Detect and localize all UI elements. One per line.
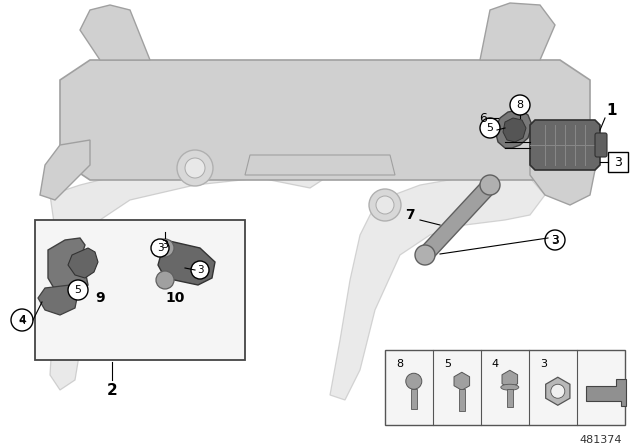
Polygon shape	[48, 238, 88, 298]
Circle shape	[545, 230, 565, 250]
Text: 3: 3	[157, 243, 163, 253]
Polygon shape	[530, 120, 600, 170]
Circle shape	[156, 239, 174, 257]
Polygon shape	[586, 379, 626, 406]
Text: 3: 3	[161, 240, 168, 250]
Text: 1: 1	[607, 103, 617, 117]
Bar	[35, 220, 245, 360]
Polygon shape	[68, 248, 98, 278]
Bar	[385, 350, 625, 425]
Bar	[507, 389, 513, 407]
Text: 3: 3	[540, 359, 547, 369]
Polygon shape	[245, 155, 395, 175]
Circle shape	[480, 118, 500, 138]
Text: 3: 3	[196, 265, 204, 275]
Circle shape	[551, 384, 564, 398]
Polygon shape	[330, 175, 545, 400]
Polygon shape	[495, 110, 532, 148]
Circle shape	[68, 280, 88, 300]
Polygon shape	[480, 3, 555, 60]
Text: 4: 4	[492, 359, 499, 369]
Polygon shape	[50, 158, 330, 390]
Circle shape	[376, 196, 394, 214]
Text: 3: 3	[551, 233, 559, 246]
Circle shape	[177, 150, 213, 186]
Text: 4: 4	[19, 315, 26, 325]
Polygon shape	[80, 5, 150, 60]
Circle shape	[480, 175, 500, 195]
Text: 5: 5	[486, 123, 493, 133]
FancyBboxPatch shape	[595, 133, 607, 157]
Ellipse shape	[501, 384, 519, 390]
Circle shape	[11, 309, 33, 331]
Text: 3: 3	[614, 155, 622, 168]
Text: 10: 10	[165, 291, 185, 305]
Polygon shape	[530, 130, 595, 205]
Text: 4: 4	[18, 314, 26, 327]
Bar	[608, 152, 628, 172]
Text: 8: 8	[516, 100, 524, 110]
Polygon shape	[60, 60, 590, 180]
Circle shape	[156, 271, 174, 289]
Text: 481374: 481374	[579, 435, 622, 445]
Circle shape	[510, 95, 530, 115]
Text: 8: 8	[396, 359, 403, 369]
Text: 5: 5	[74, 285, 81, 295]
Bar	[459, 389, 465, 411]
Circle shape	[406, 373, 422, 389]
Polygon shape	[503, 118, 526, 142]
Circle shape	[369, 189, 401, 221]
Text: 2: 2	[107, 383, 117, 397]
Bar	[411, 389, 417, 409]
Text: 5: 5	[444, 359, 451, 369]
Circle shape	[191, 261, 209, 279]
Polygon shape	[158, 240, 215, 285]
Circle shape	[185, 158, 205, 178]
Circle shape	[151, 239, 169, 257]
Polygon shape	[38, 285, 78, 315]
Circle shape	[415, 245, 435, 265]
Text: 9: 9	[95, 291, 105, 305]
Text: 6: 6	[479, 112, 487, 125]
Polygon shape	[419, 180, 496, 260]
Polygon shape	[40, 140, 90, 200]
Text: 7: 7	[405, 208, 415, 222]
Text: 3: 3	[552, 235, 559, 245]
